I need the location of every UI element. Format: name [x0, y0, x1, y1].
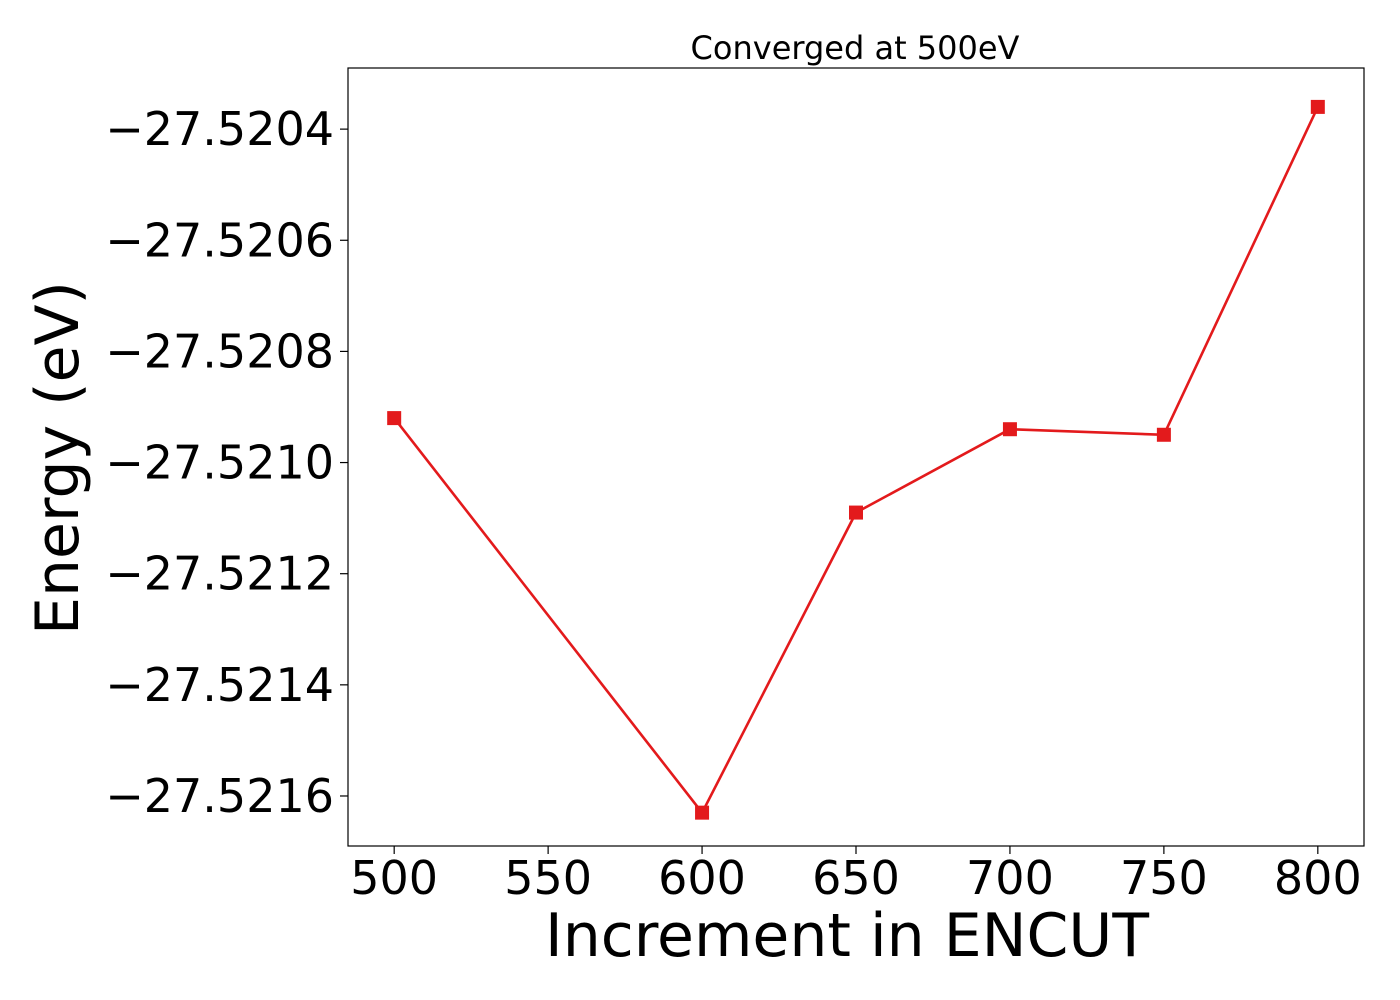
plot-frame	[347, 67, 1365, 847]
data-point-marker	[1156, 427, 1171, 442]
data-point-marker	[1002, 422, 1017, 437]
y-tick-label: −27.5206	[105, 213, 334, 267]
y-tick-label: −27.5208	[105, 324, 334, 378]
y-axis-label: Energy (eV)	[23, 281, 93, 635]
x-tick-label: 700	[966, 851, 1054, 905]
x-tick-label: 800	[1274, 851, 1362, 905]
x-tick-label: 600	[658, 851, 746, 905]
x-tick-label: 500	[350, 851, 438, 905]
plot-area: 500 550 600 650 700 750 800 −27.5216 −27.5214 −27…	[105, 67, 1365, 905]
series-line	[393, 106, 1319, 816]
x-axis-label: Increment in ENCUT	[545, 901, 1149, 971]
y-tick-label: −27.5214	[105, 658, 334, 712]
y-tick-label: −27.5210	[105, 436, 334, 490]
chart-title: Converged at 500eV	[691, 29, 1020, 67]
y-tick-label: −27.5212	[105, 547, 334, 601]
y-tick-label: −27.5204	[105, 102, 334, 156]
data-point-marker	[1310, 99, 1325, 114]
data-point-marker	[387, 411, 402, 426]
y-tick-label: −27.5216	[105, 769, 334, 823]
x-tick-label: 750	[1120, 851, 1208, 905]
data-point-marker	[849, 505, 863, 520]
x-tick-label: 650	[812, 851, 900, 905]
x-tick-label: 550	[504, 851, 592, 905]
data-point-marker	[695, 805, 710, 820]
